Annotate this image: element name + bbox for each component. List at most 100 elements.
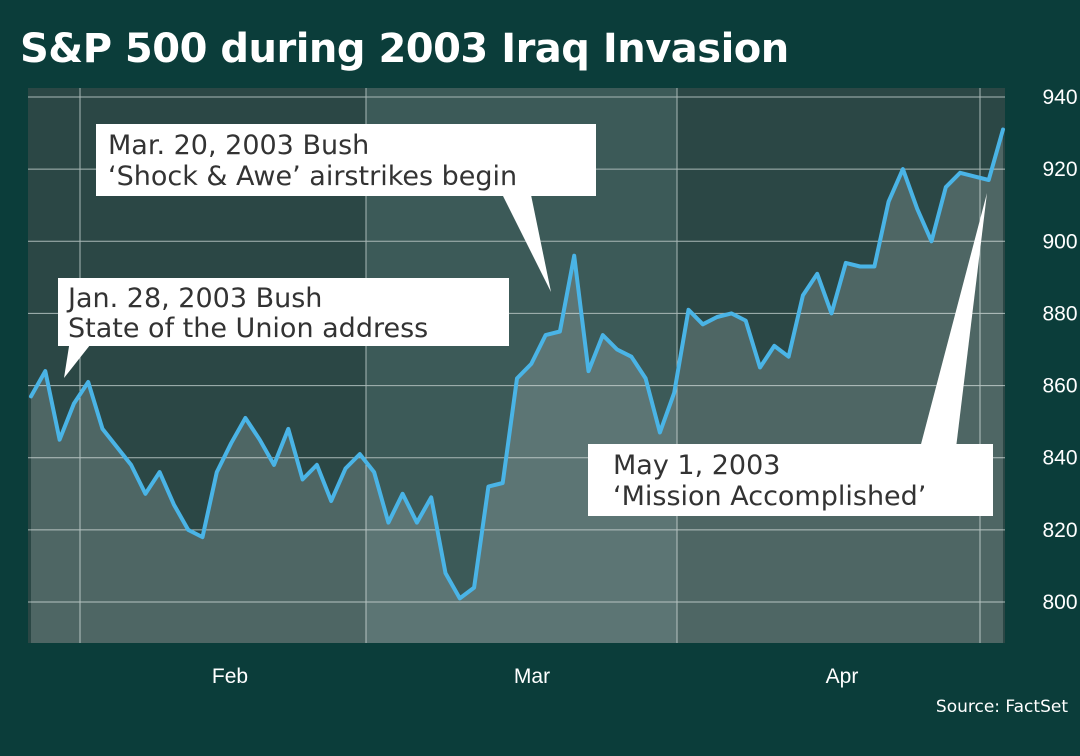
data-point-4 — [86, 380, 90, 384]
data-point-41 — [615, 348, 619, 352]
chart-source: Source: FactSet — [936, 697, 1068, 717]
annotation-shock-awe-pointer — [500, 190, 551, 292]
data-point-16 — [258, 438, 262, 442]
data-point-23 — [358, 452, 362, 456]
annotation-mission-line1: May 1, 2003 — [613, 450, 780, 481]
data-point-52 — [772, 344, 776, 348]
data-point-58 — [858, 265, 862, 269]
annotation-shock-awe-line1: Mar. 20, 2003 Bush — [108, 130, 369, 161]
data-point-51 — [758, 366, 762, 370]
line-layer — [29, 127, 1005, 601]
y-tick-label-940: 940 — [1042, 86, 1077, 109]
data-point-59 — [872, 265, 876, 269]
data-point-5 — [101, 427, 105, 431]
x-tick-label-feb: Feb — [212, 665, 248, 688]
data-point-28 — [429, 495, 433, 499]
annotation-sotu: Jan. 28, 2003 Bush State of the Union ad… — [58, 278, 509, 378]
data-point-26 — [401, 492, 405, 496]
data-point-54 — [801, 293, 805, 297]
data-point-63 — [930, 239, 934, 243]
annotation-mission-pointer — [920, 193, 987, 448]
data-point-18 — [286, 427, 290, 431]
y-tick-label-820: 820 — [1042, 519, 1077, 542]
data-point-15 — [243, 416, 247, 420]
data-point-3 — [72, 402, 76, 406]
data-point-38 — [572, 254, 576, 258]
annotation-sotu-line2: State of the Union address — [68, 313, 428, 344]
data-point-65 — [958, 171, 962, 175]
y-tick-label-880: 880 — [1042, 302, 1077, 325]
y-tick-label-860: 860 — [1042, 375, 1077, 398]
data-point-24 — [372, 470, 376, 474]
data-point-1 — [43, 369, 47, 373]
data-point-55 — [815, 272, 819, 276]
data-point-57 — [844, 261, 848, 265]
annotation-shock-awe-line2: ‘Shock & Awe’ airstrikes begin — [108, 161, 517, 192]
data-point-61 — [901, 167, 905, 171]
data-point-30 — [458, 596, 462, 600]
data-point-43 — [644, 376, 648, 380]
y-tick-label-920: 920 — [1042, 158, 1077, 181]
data-point-36 — [544, 333, 548, 337]
data-point-50 — [744, 319, 748, 323]
data-point-68 — [1001, 128, 1005, 132]
data-point-42 — [629, 355, 633, 359]
data-point-14 — [229, 441, 233, 445]
data-point-0 — [29, 394, 33, 398]
data-point-35 — [529, 362, 533, 366]
data-point-12 — [201, 535, 205, 539]
data-point-11 — [186, 528, 190, 532]
annotation-sotu-pointer — [64, 340, 94, 378]
data-point-7 — [129, 463, 133, 467]
data-point-37 — [558, 330, 562, 334]
data-point-10 — [172, 503, 176, 507]
data-point-49 — [729, 311, 733, 315]
data-point-20 — [315, 463, 319, 467]
annotation-mission: May 1, 2003 ‘Mission Accomplished’ — [588, 193, 993, 516]
data-point-21 — [329, 499, 333, 503]
data-point-31 — [472, 586, 476, 590]
data-point-22 — [344, 467, 348, 471]
data-point-6 — [115, 445, 119, 449]
data-point-25 — [386, 521, 390, 525]
data-point-44 — [658, 431, 662, 435]
data-point-17 — [272, 463, 276, 467]
data-point-29 — [444, 571, 448, 575]
annotation-mission-box — [588, 444, 993, 516]
y-tick-layer: 800 820 840 860 880 900 920 940 — [1042, 86, 1077, 614]
data-point-8 — [143, 492, 147, 496]
annotation-sotu-box — [58, 278, 509, 346]
data-point-27 — [415, 521, 419, 525]
data-point-64 — [944, 185, 948, 189]
annotation-shock-awe-box — [96, 124, 596, 196]
y-tick-label-840: 840 — [1042, 447, 1077, 470]
data-point-39 — [587, 369, 591, 373]
series-line — [29, 127, 1005, 601]
data-point-66 — [972, 174, 976, 178]
chart-title: S&P 500 during 2003 Iraq Invasion — [20, 26, 789, 72]
annotation-sotu-line1: Jan. 28, 2003 Bush — [66, 283, 322, 314]
data-point-48 — [715, 315, 719, 319]
y-tick-label-800: 800 — [1042, 591, 1077, 614]
data-point-33 — [501, 481, 505, 485]
data-point-56 — [830, 311, 834, 315]
x-tick-label-apr: Apr — [826, 665, 859, 688]
data-point-34 — [515, 376, 519, 380]
data-point-46 — [687, 308, 691, 312]
data-point-19 — [301, 477, 305, 481]
x-tick-label-mar: Mar — [514, 665, 550, 688]
data-point-9 — [158, 470, 162, 474]
data-point-13 — [215, 470, 219, 474]
data-point-60 — [887, 200, 891, 204]
annotation-mission-line2: ‘Mission Accomplished’ — [613, 481, 926, 512]
data-point-53 — [787, 355, 791, 359]
data-point-45 — [672, 391, 676, 395]
data-point-47 — [701, 322, 705, 326]
data-point-67 — [987, 178, 991, 182]
annotation-shock-awe: Mar. 20, 2003 Bush ‘Shock & Awe’ airstri… — [96, 124, 596, 292]
x-tick-layer: Feb Mar Apr — [212, 665, 858, 688]
data-point-40 — [601, 333, 605, 337]
data-point-2 — [58, 438, 62, 442]
